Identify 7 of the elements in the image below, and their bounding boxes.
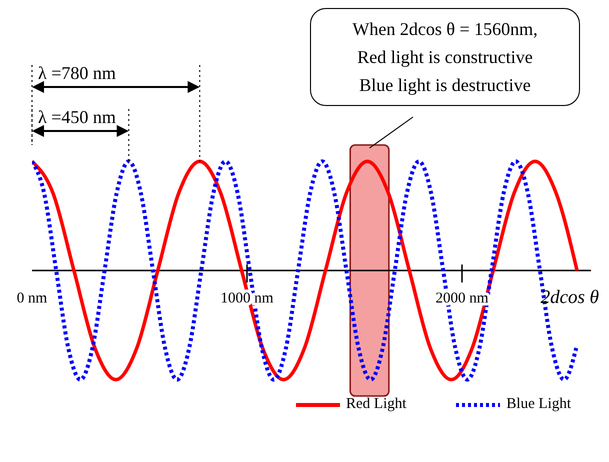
x-axis-title: 2dcos θ [540,286,599,308]
legend-label: Red Light [346,396,406,413]
x-tick-label: 0 nm [16,290,48,306]
text: λ =450 nm [38,107,116,127]
legend-label: Blue Light [506,396,571,413]
text: λ =780 nm [38,63,116,83]
text: When 2dcos θ = 1560nm, Red light is constructive Blue light is destructive [310,8,580,106]
